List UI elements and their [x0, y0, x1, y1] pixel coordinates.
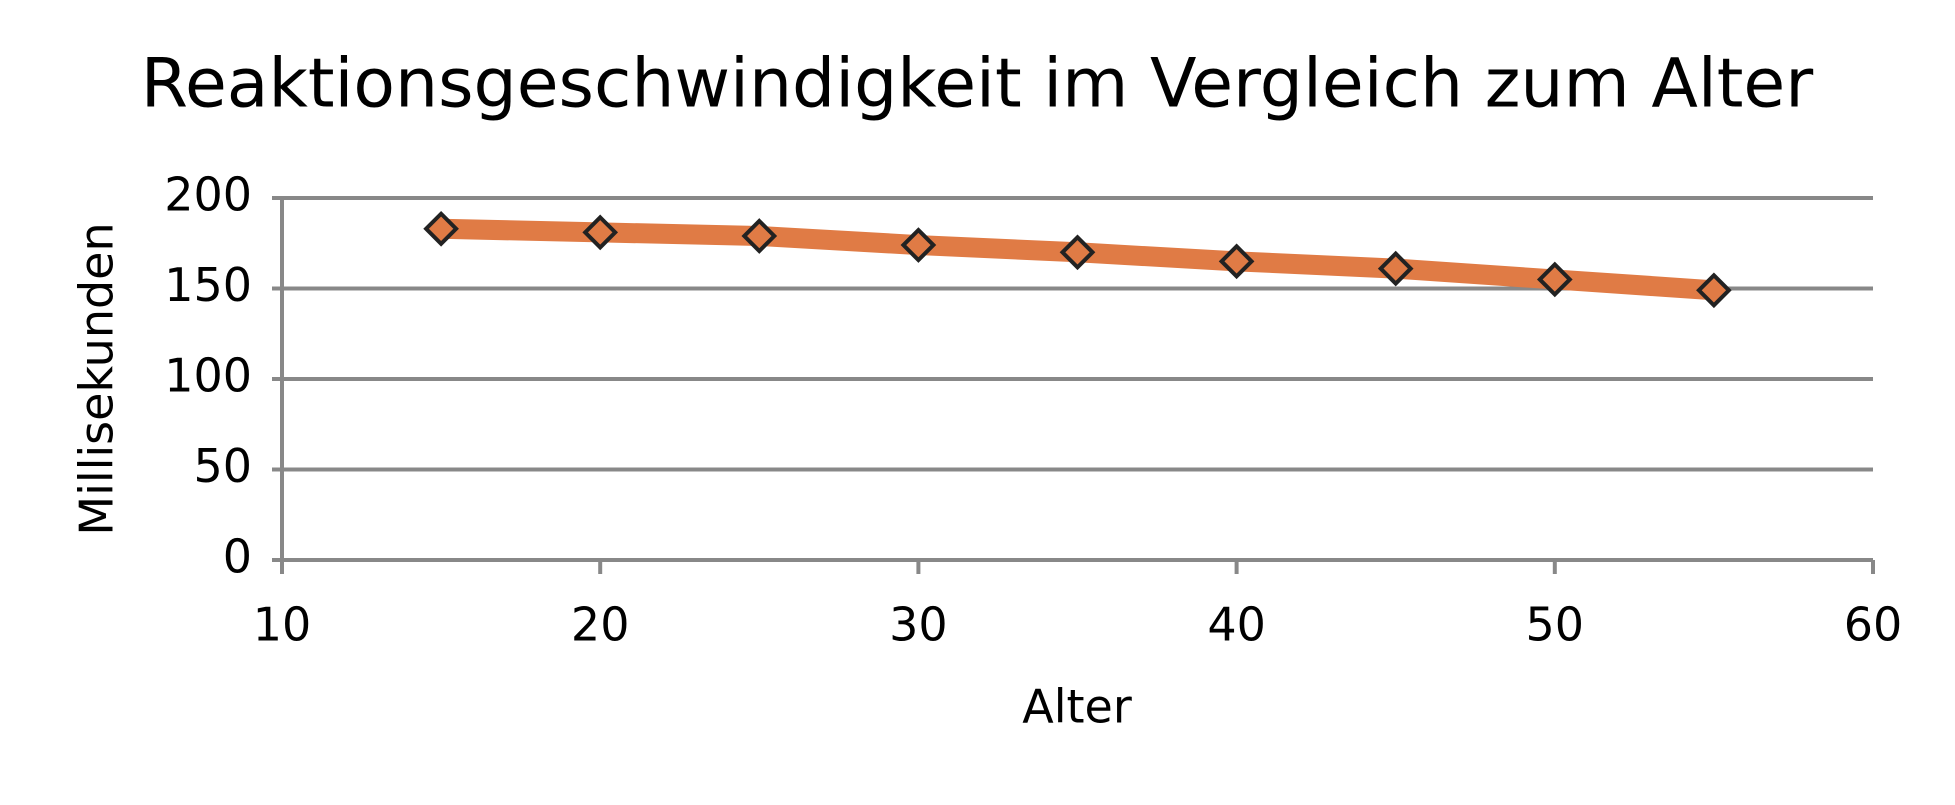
y-tick-label: 200 [164, 168, 252, 222]
data-point [1536, 261, 1573, 298]
chart-title: Reaktionsgeschwindigkeit im Vergleich zu… [141, 45, 1813, 124]
data-point [1218, 243, 1255, 280]
data-point [741, 218, 778, 254]
data-point [1377, 250, 1414, 287]
data-point [900, 227, 937, 263]
x-tick-label: 20 [571, 598, 630, 652]
x-tick-label: 30 [889, 598, 948, 652]
y-axis-label: Millisekunden [70, 222, 124, 535]
x-tick-label: 50 [1526, 598, 1585, 652]
data-point [1696, 272, 1732, 309]
x-tick-label: 40 [1207, 598, 1266, 652]
data-point [1059, 234, 1096, 271]
data-point [582, 214, 619, 251]
x-axis-label: Alter [1022, 680, 1132, 734]
x-tick-label: 60 [1844, 598, 1903, 652]
data-point [423, 210, 459, 247]
y-tick-label: 150 [164, 258, 252, 312]
y-tick-label: 50 [193, 439, 252, 493]
y-tick-label: 0 [223, 530, 252, 584]
x-tick-label: 10 [253, 598, 312, 652]
y-tick-label: 100 [164, 349, 252, 403]
